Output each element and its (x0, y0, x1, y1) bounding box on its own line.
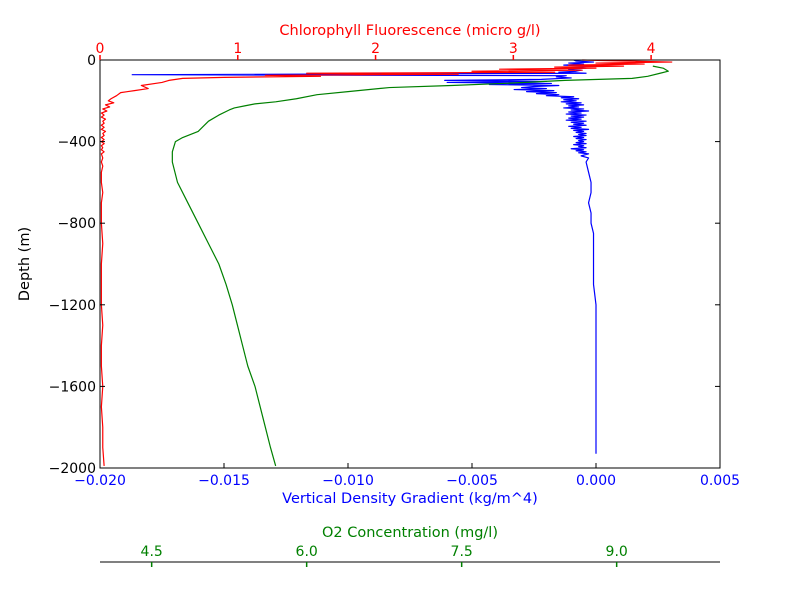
chlorophyll-tick-label: 2 (371, 41, 380, 57)
oxygen-tick-label: 7.5 (451, 544, 473, 560)
chlorophyll-tick-label: 4 (647, 41, 656, 57)
depth-tick-label: −800 (58, 216, 96, 232)
chlorophyll-tick-label: 1 (233, 41, 242, 57)
density-tick-label: 0.000 (576, 473, 616, 489)
depth-axis-label: Depth (m) (17, 227, 33, 301)
oxygen-tick-label: 4.5 (141, 544, 163, 560)
chlorophyll-series-line (100, 59, 673, 467)
depth-tick-label: −1600 (49, 379, 96, 395)
oxygen-series-line (171, 65, 669, 467)
depth-tick-label: −2000 (49, 461, 96, 477)
plot-frame (99, 59, 721, 469)
oxygen-axis: 4.5 6.0 7.5 9.0 (100, 544, 720, 567)
plot-lines (100, 59, 673, 467)
chlorophyll-axis-label: Chlorophyll Fluorescence (micro g/l) (279, 23, 540, 39)
density-tick-label: −0.005 (446, 473, 498, 489)
density-tick-label: −0.010 (322, 473, 374, 489)
chlorophyll-tick-label: 0 (96, 41, 105, 57)
depth-tick-label: −1200 (49, 298, 96, 314)
density-series-line (131, 59, 597, 454)
oxygen-tick-label: 6.0 (296, 544, 318, 560)
oxygen-axis-label: O2 Concentration (mg/l) (322, 525, 498, 541)
depth-tick-label: 0 (87, 53, 96, 69)
depth-tick-label: −400 (58, 135, 96, 151)
ticks-layer: 0 −400 −800 −1200 −1600 −2000−0.020 −0.015 −0.0… (49, 41, 740, 489)
density-tick-label: −0.020 (74, 473, 126, 489)
density-tick-label: 0.005 (700, 473, 740, 489)
chlorophyll-tick-label: 3 (509, 41, 518, 57)
density-axis-label: Vertical Density Gradient (kg/m^4) (282, 491, 538, 507)
density-tick-label: −0.015 (198, 473, 250, 489)
oxygen-tick-label: 9.0 (606, 544, 628, 560)
